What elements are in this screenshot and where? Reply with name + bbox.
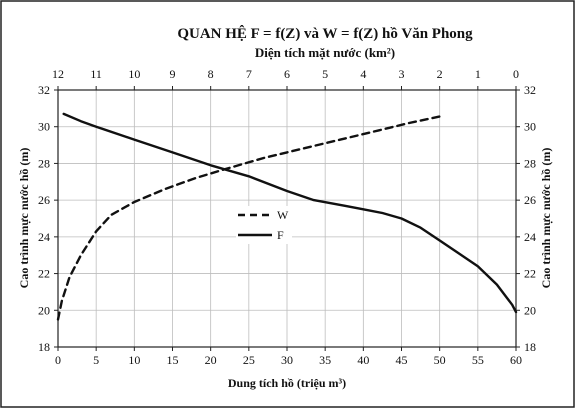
legend-label-w: W: [277, 208, 289, 222]
x-bottom-tick-label: 20: [205, 353, 217, 367]
series-layer: [56, 112, 518, 321]
x-bottom-tick-label: 30: [281, 353, 293, 367]
x-bottom-tick-label: 45: [396, 353, 408, 367]
x-top-tick-label: 4: [360, 67, 366, 81]
y-left-tick-label: 32: [38, 83, 50, 97]
chart-title: QUAN HỆ F = f(Z) và W = f(Z) hồ Văn Phon…: [177, 25, 473, 42]
x-top-tick-label: 3: [399, 67, 405, 81]
y-right-tick-label: 28: [524, 156, 536, 170]
y-left-tick-label: 22: [38, 267, 50, 281]
series-line-f: [62, 112, 518, 314]
x-bottom-tick-label: 0: [55, 353, 61, 367]
y-right-tick-label: 30: [524, 120, 536, 134]
x-top-tick-label: 1: [475, 67, 481, 81]
y-left-tick-label: 20: [38, 303, 50, 317]
y-left-tick-label: 24: [38, 230, 50, 244]
x-top-tick-label: 8: [208, 67, 214, 81]
x-top-tick-label: 9: [170, 67, 176, 81]
y-right-tick-label: 32: [524, 83, 536, 97]
x-bottom-tick-label: 50: [434, 353, 446, 367]
y-left-tick-label: 30: [38, 120, 50, 134]
x-axis-label: Dung tích hồ (triệu m³): [228, 376, 346, 390]
x-bottom-tick-label: 35: [319, 353, 331, 367]
x-bottom-tick-label: 40: [357, 353, 369, 367]
y-right-tick-label: 20: [524, 303, 536, 317]
y-axis-label-left: Cao trình mực nước hồ (m): [17, 148, 31, 289]
x-top-tick-label: 7: [246, 67, 252, 81]
x-bottom-tick-label: 10: [128, 353, 140, 367]
x-bottom-tick-label: 5: [93, 353, 99, 367]
x-top-tick-label: 11: [90, 67, 102, 81]
x-bottom-tick-label: 25: [243, 353, 255, 367]
x-bottom-tick-label: 15: [167, 353, 179, 367]
x-top-tick-label: 2: [437, 67, 443, 81]
y-left-tick-label: 18: [38, 340, 50, 354]
y-right-tick-label: 18: [524, 340, 536, 354]
legend-box: [236, 206, 292, 244]
x-top-tick-label: 0: [513, 67, 519, 81]
y-left-tick-label: 28: [38, 156, 50, 170]
legend-label-f: F: [277, 228, 284, 242]
x-bottom-tick-label: 55: [472, 353, 484, 367]
x-bottom-tick-label: 60: [510, 353, 522, 367]
legend: W F: [236, 206, 292, 244]
top-axis-label: Diện tích mặt nước (km²): [255, 45, 395, 60]
y-right-tick-label: 26: [524, 193, 536, 207]
series-line-w: [56, 114, 445, 321]
y-axis-label-right: Cao trình mực nước hồ (m): [539, 148, 553, 289]
x-top-tick-label: 12: [52, 67, 64, 81]
y-left-tick-label: 26: [38, 193, 50, 207]
y-right-tick-label: 24: [524, 230, 536, 244]
y-right-tick-label: 22: [524, 267, 536, 281]
x-top-tick-label: 5: [322, 67, 328, 81]
x-top-tick-label: 10: [128, 67, 140, 81]
x-top-tick-label: 6: [284, 67, 290, 81]
